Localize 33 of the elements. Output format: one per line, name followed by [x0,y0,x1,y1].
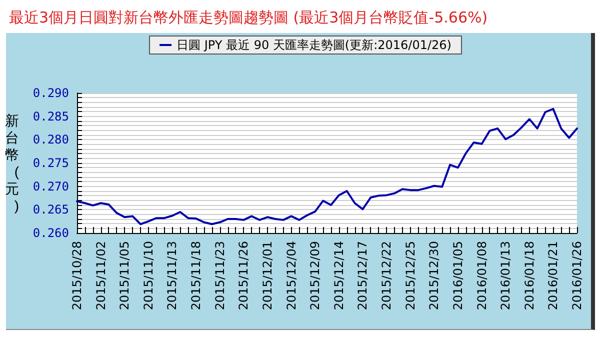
x-tick-label: 2015/12/17 [356,241,370,310]
y-tick-label: 0.275 [32,156,69,170]
x-tick-label: 2015/12/14 [332,241,346,310]
x-tick-label: 2015/11/05 [118,241,132,310]
y-tick-label: 0.265 [32,202,69,217]
x-tick-label: 2016/01/18 [522,241,536,310]
y-tick-label: 0.280 [32,132,69,147]
x-tick-label: 2015/11/18 [189,241,204,310]
x-tick-label: 2015/10/28 [70,241,84,310]
x-tick-label: 2016/01/13 [498,241,513,310]
x-tick-label: 2015/11/23 [212,241,227,310]
x-tick-label: 2015/11/26 [236,241,251,310]
line-series [76,108,578,226]
y-axis-title: 新台幣(元) [5,112,20,214]
x-tick-label: 2015/12/01 [260,241,274,310]
x-tick-label: 2016/01/05 [450,241,465,310]
x-tick-label: 2015/12/22 [380,241,394,310]
y-tick-label: 0.285 [32,109,69,124]
chart-title: 最近3個月日圓對新台幣外匯走勢圖趨勢圖 (最近3個月台幣貶值-5.66%) [9,8,488,26]
x-tick-label: 2015/12/09 [308,241,322,310]
x-tick-label: 2016/01/21 [546,241,560,310]
y-tick-label: 0.260 [32,226,69,240]
x-tick-label: 2016/01/26 [570,241,584,310]
x-tick-label: 2015/12/04 [284,241,298,310]
x-tick-label: 2016/01/08 [474,241,489,310]
y-tick-label: 0.290 [32,86,69,100]
x-tick-label: 2015/12/25 [403,241,418,310]
legend-label: 日圓 JPY 最近 90 天匯率走勢圖(更新:2016/01/26) [176,38,452,52]
x-tick-label: 2015/11/13 [165,241,180,310]
x-tick-label: 2015/12/30 [427,241,442,310]
y-tick-label: 0.270 [32,179,69,194]
x-tick-label: 2015/11/10 [141,241,156,310]
x-tick-label: 2015/11/02 [94,241,108,310]
